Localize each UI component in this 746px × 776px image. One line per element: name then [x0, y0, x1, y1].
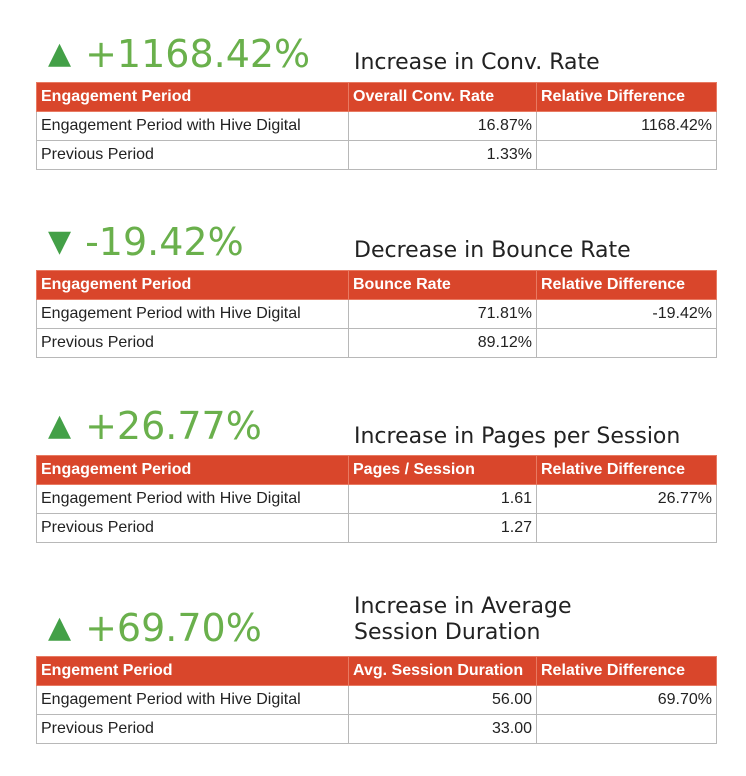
bounce-rate-kpi: ▼ -19.42%	[48, 220, 244, 264]
table-row: Engagement Period with Hive Digital 1.61…	[36, 484, 717, 514]
session-duration-kpi: ▲ +69.70%	[48, 606, 262, 650]
table-cell: Previous Period	[36, 714, 349, 744]
pages-per-session-change-value: +26.77%	[85, 404, 262, 448]
table-cell: 1.33%	[348, 140, 537, 170]
pages-per-session-section: ▲ +26.77% Increase in Pages per Session …	[36, 400, 717, 550]
table-cell: 69.70%	[536, 685, 717, 715]
table-row: Engagement Period with Hive Digital 56.0…	[36, 685, 717, 715]
table-row: Previous Period 89.12%	[36, 328, 717, 358]
pages-per-session-table: Engagement Period Pages / Session Relati…	[36, 455, 717, 543]
table-cell: Engagement Period with Hive Digital	[36, 299, 349, 329]
bounce-rate-table: Engagement Period Bounce Rate Relative D…	[36, 270, 717, 358]
conv-rate-section: ▲ +1168.42% Increase in Conv. Rate Engag…	[36, 28, 717, 178]
table-header-row: Engagement Period Overall Conv. Rate Rel…	[36, 82, 717, 112]
session-duration-change-value: +69.70%	[85, 606, 262, 650]
table-cell: Engagement Period with Hive Digital	[36, 685, 349, 715]
column-header: Relative Difference	[536, 82, 717, 112]
up-arrow-icon: ▲	[48, 610, 72, 645]
column-header: Overall Conv. Rate	[348, 82, 537, 112]
up-arrow-icon: ▲	[48, 408, 72, 443]
table-header-row: Engement Period Avg. Session Duration Re…	[36, 656, 717, 686]
table-cell: 56.00	[348, 685, 537, 715]
session-duration-table: Engement Period Avg. Session Duration Re…	[36, 656, 717, 744]
table-cell: -19.42%	[536, 299, 717, 329]
table-row: Previous Period 1.27	[36, 513, 717, 543]
conv-rate-change-value: +1168.42%	[85, 32, 311, 76]
table-cell: 16.87%	[348, 111, 537, 141]
table-cell	[536, 328, 717, 358]
column-header: Engagement Period	[36, 82, 349, 112]
bounce-rate-change-value: -19.42%	[85, 220, 244, 264]
table-cell: 1.27	[348, 513, 537, 543]
table-cell: 26.77%	[536, 484, 717, 514]
up-arrow-icon: ▲	[48, 36, 72, 71]
column-header: Engagement Period	[36, 270, 349, 300]
bounce-rate-caption: Decrease in Bounce Rate	[354, 238, 631, 263]
table-cell: Previous Period	[36, 513, 349, 543]
table-cell	[536, 714, 717, 744]
table-row: Previous Period 33.00	[36, 714, 717, 744]
table-cell: 1.61	[348, 484, 537, 514]
pages-per-session-caption: Increase in Pages per Session	[354, 424, 681, 449]
conv-rate-kpi: ▲ +1168.42%	[48, 32, 310, 76]
table-row: Previous Period 1.33%	[36, 140, 717, 170]
table-cell: Engagement Period with Hive Digital	[36, 484, 349, 514]
table-cell	[536, 140, 717, 170]
conv-rate-table: Engagement Period Overall Conv. Rate Rel…	[36, 82, 717, 170]
table-cell: Previous Period	[36, 140, 349, 170]
table-header-row: Engagement Period Pages / Session Relati…	[36, 455, 717, 485]
conv-rate-caption: Increase in Conv. Rate	[354, 50, 600, 75]
pages-per-session-kpi: ▲ +26.77%	[48, 404, 262, 448]
table-header-row: Engagement Period Bounce Rate Relative D…	[36, 270, 717, 300]
down-arrow-icon: ▼	[48, 224, 72, 259]
table-cell: 89.12%	[348, 328, 537, 358]
column-header: Avg. Session Duration	[348, 656, 537, 686]
column-header: Engagement Period	[36, 455, 349, 485]
table-cell: Previous Period	[36, 328, 349, 358]
column-header: Bounce Rate	[348, 270, 537, 300]
column-header: Relative Difference	[536, 270, 717, 300]
session-duration-caption: Increase in Average Session Duration	[354, 594, 572, 645]
table-cell	[536, 513, 717, 543]
column-header: Relative Difference	[536, 455, 717, 485]
table-row: Engagement Period with Hive Digital 16.8…	[36, 111, 717, 141]
column-header: Relative Difference	[536, 656, 717, 686]
session-duration-section: ▲ +69.70% Increase in Average Session Du…	[36, 590, 717, 750]
column-header: Pages / Session	[348, 455, 537, 485]
table-cell: 33.00	[348, 714, 537, 744]
column-header: Engement Period	[36, 656, 349, 686]
table-row: Engagement Period with Hive Digital 71.8…	[36, 299, 717, 329]
table-cell: 71.81%	[348, 299, 537, 329]
table-cell: 1168.42%	[536, 111, 717, 141]
table-cell: Engagement Period with Hive Digital	[36, 111, 349, 141]
bounce-rate-section: ▼ -19.42% Decrease in Bounce Rate Engage…	[36, 216, 717, 366]
